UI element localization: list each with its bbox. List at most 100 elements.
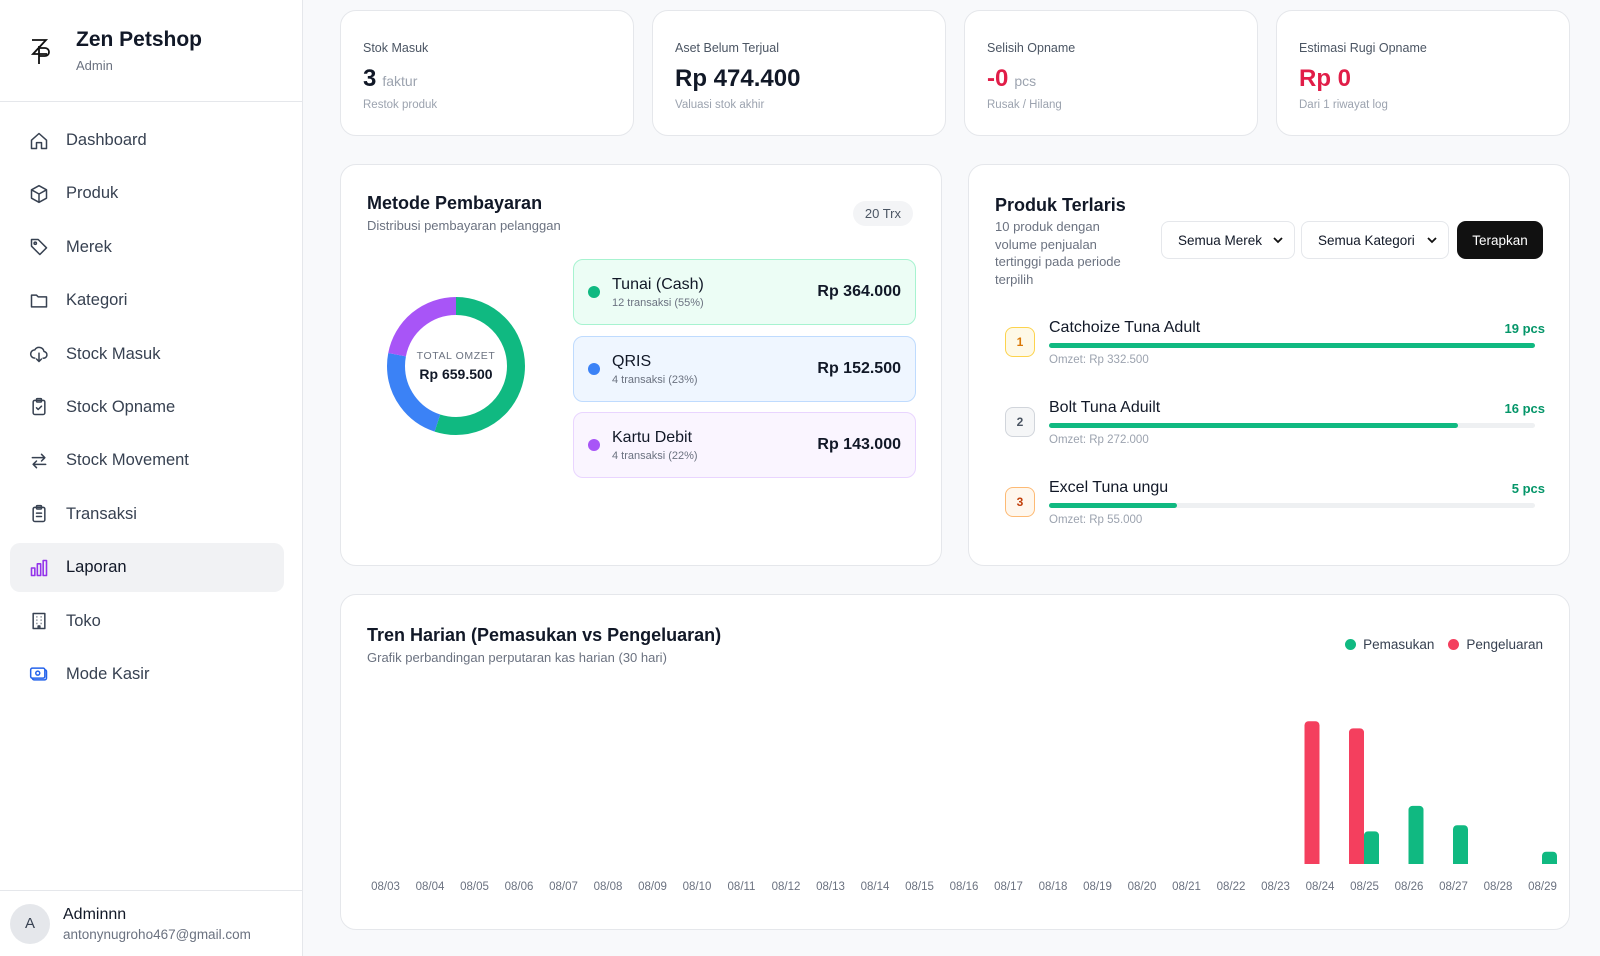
stat-label: Estimasi Rugi Opname [1299, 41, 1427, 55]
payment-name: QRIS [612, 352, 652, 370]
sidebar-item-mode-kasir[interactable]: Mode Kasir [10, 650, 284, 699]
sidebar-item-label: Toko [66, 611, 101, 630]
sidebar-item-label: Merek [66, 237, 112, 256]
legend-item[interactable]: Pemasukan [1345, 637, 1434, 652]
sidebar-item-stock-movement[interactable]: Stock Movement [10, 436, 284, 485]
payment-text: QRIS 4 transaksi (23%) [612, 353, 817, 386]
sidebar-item-transaksi[interactable]: Transaksi [10, 490, 284, 539]
rank-badge: 1 [1005, 327, 1035, 357]
arrows-swap-icon [28, 450, 50, 472]
sidebar-item-label: Stock Masuk [66, 344, 161, 363]
user-email: antonynugroho467@gmail.com [63, 926, 251, 942]
stat-unit: faktur [382, 73, 418, 89]
donut-caption: TOTAL OMZET [416, 350, 496, 362]
sales-bar-track [1049, 343, 1535, 348]
x-tick-label: 08/22 [1217, 881, 1246, 893]
payment-meta: 12 transaksi (55%) [612, 296, 704, 309]
payment-amount: Rp 152.500 [817, 360, 901, 377]
payment-methods-card: Metode Pembayaran Distribusi pembayaran … [340, 164, 942, 566]
category-filter-select[interactable]: Semua Kategori [1301, 221, 1449, 259]
sidebar-item-produk[interactable]: Produk [10, 169, 284, 218]
sales-bar-fill [1049, 423, 1459, 428]
sidebar-item-laporan[interactable]: Laporan [10, 543, 284, 593]
legend-label: Pengeluaran [1466, 637, 1543, 652]
product-name: Bolt Tuna Aduilt [1049, 399, 1161, 416]
x-tick-label: 08/21 [1172, 881, 1201, 893]
payment-method-qris[interactable]: QRIS 4 transaksi (23%) Rp 152.500 [573, 336, 916, 402]
bar-pemasukan-08-29[interactable] [1542, 851, 1557, 868]
bestseller-item[interactable]: 1 Catchoize Tuna Adult 19 pcs Omzet: Rp … [1005, 319, 1545, 371]
payment-amount: Rp 143.000 [817, 436, 901, 453]
apply-button[interactable]: Terapkan [1457, 221, 1543, 259]
best-sellers-header: Produk Terlaris 10 produk dengan volume … [995, 195, 1145, 288]
product-omzet: Omzet: Rp 55.000 [1049, 514, 1143, 526]
sidebar-item-label: Produk [66, 184, 119, 203]
brand: Zen Petshop Admin [0, 0, 302, 102]
chevron-down-icon [1427, 237, 1437, 244]
stat-card-selisih-opname: Selisih Opname -0 pcs Rusak / Hilang [964, 10, 1258, 136]
product-omzet: Omzet: Rp 332.500 [1049, 354, 1149, 366]
x-tick-label: 08/26 [1395, 881, 1424, 893]
payment-donut-chart [387, 297, 525, 435]
donut-slice-1[interactable] [387, 297, 525, 435]
x-tick-label: 08/20 [1128, 881, 1157, 893]
stat-sub: Restok produk [363, 99, 438, 111]
stat-card-aset: Aset Belum Terjual Rp 474.400 Valuasi st… [652, 10, 946, 136]
sidebar-item-stock-masuk[interactable]: Stock Masuk [10, 330, 284, 379]
sidebar-item-merek[interactable]: Merek [10, 223, 284, 272]
chevron-down-icon [1273, 237, 1283, 244]
bar-pemasukan-08-25[interactable] [1364, 831, 1379, 868]
brand-name: Zen Petshop [76, 28, 203, 51]
legend-swatch [1345, 639, 1357, 650]
sidebar: Zen Petshop Admin Dashboard Produk Merek… [0, 0, 303, 956]
legend-item[interactable]: Pengeluaran [1448, 637, 1543, 652]
rank-badge: 3 [1005, 487, 1035, 517]
payment-name: Kartu Debit [612, 428, 693, 446]
sidebar-nav: Dashboard Produk Merek Kategori Stock Ma… [0, 102, 302, 699]
bar-pengeluaran-08-25[interactable] [1349, 728, 1364, 868]
cash-register-icon [28, 663, 50, 685]
x-tick-label: 08/23 [1261, 881, 1290, 893]
x-tick-label: 08/24 [1306, 881, 1335, 893]
legend-label: Pemasukan [1363, 637, 1435, 652]
trend-header: Tren Harian (Pemasukan vs Pengeluaran) G… [367, 625, 721, 665]
stat-label: Selisih Opname [987, 41, 1076, 55]
sidebar-item-dashboard[interactable]: Dashboard [10, 116, 284, 165]
sidebar-item-toko[interactable]: Toko [10, 597, 284, 646]
x-tick-label: 08/16 [950, 881, 979, 893]
sidebar-item-kategori[interactable]: Kategori [10, 276, 284, 325]
brand-filter-select[interactable]: Semua Merek [1161, 221, 1295, 259]
stat-value: Rp 0 [1299, 65, 1352, 92]
daily-trend-chart: 08/03 08/04 08/05 08/06 08/07 08/08 08/09 08/10… [341, 721, 1569, 893]
card-title: Metode Pembayaran [367, 193, 543, 213]
payment-amount: Rp 364.000 [817, 283, 901, 300]
bestseller-item[interactable]: 2 Bolt Tuna Aduilt 16 pcs Omzet: Rp 272.… [1005, 399, 1545, 451]
daily-trend-card: 08/03 08/04 08/05 08/06 08/07 08/08 08/09 08/10… [340, 594, 1570, 930]
category-filter-value: Semua Kategori [1318, 232, 1415, 248]
sidebar-item-stock-opname[interactable]: Stock Opname [10, 383, 284, 432]
sales-bar-track [1049, 423, 1535, 428]
bestseller-item[interactable]: 3 Excel Tuna ungu 5 pcs Omzet: Rp 55.000 [1005, 479, 1545, 531]
donut-center: TOTAL OMZET Rp 659.500 [385, 295, 527, 437]
donut-slice-2[interactable] [387, 297, 525, 435]
clipboard-check-icon [28, 396, 50, 418]
x-tick-label: 08/12 [772, 881, 801, 893]
user-profile[interactable]: A Adminnn antonynugroho467@gmail.com [0, 890, 303, 956]
x-tick-label: 08/03 [371, 881, 400, 893]
stat-sub: Dari 1 riwayat log [1299, 99, 1388, 111]
bar-pengeluaran-08-24[interactable] [1304, 721, 1320, 868]
box-icon [28, 183, 50, 205]
product-name: Excel Tuna ungu [1049, 479, 1169, 496]
x-tick-label: 08/14 [861, 881, 890, 893]
stat-value: -0 [987, 65, 1009, 92]
stat-sub: Rusak / Hilang [987, 99, 1062, 111]
bar-pemasukan-08-26[interactable] [1408, 805, 1424, 868]
bar-pemasukan-08-27[interactable] [1453, 825, 1468, 868]
stat-card-stok-masuk: Stok Masuk 3 faktur Restok produk [340, 10, 634, 136]
sidebar-item-label: Stock Opname [66, 397, 176, 416]
stat-unit: pcs [1014, 73, 1037, 89]
payment-method-cash[interactable]: Tunai (Cash) 12 transaksi (55%) Rp 364.0… [573, 259, 916, 325]
sidebar-item-label: Laporan [66, 558, 127, 577]
card-title: Tren Harian (Pemasukan vs Pengeluaran) [367, 625, 722, 645]
payment-method-debit[interactable]: Kartu Debit 4 transaksi (22%) Rp 143.000 [573, 412, 916, 478]
